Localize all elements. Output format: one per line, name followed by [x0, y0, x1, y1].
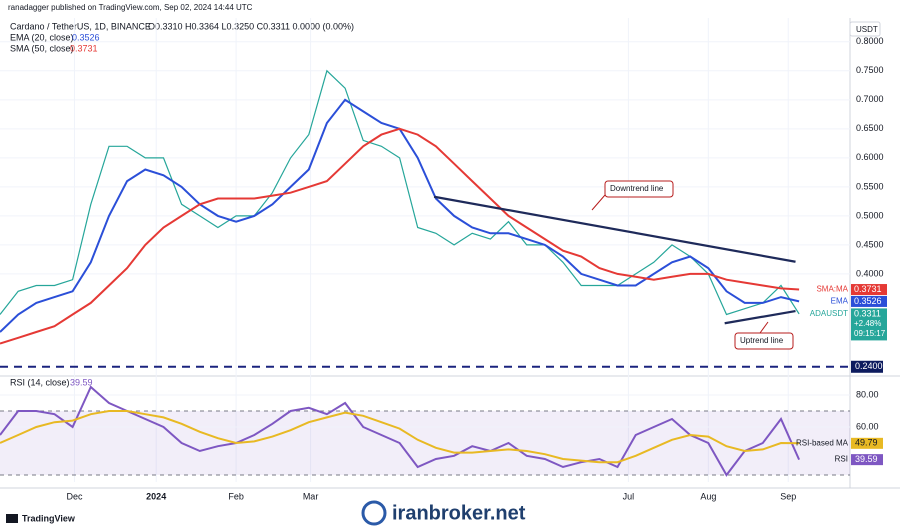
price-tag	[851, 454, 883, 466]
y-tick-label: 80.00	[856, 389, 879, 399]
y-tick-label: 0.6500	[856, 123, 884, 133]
publisher: ranadagger published on TradingView.com,…	[8, 3, 253, 12]
price-tag-value: 0.3526	[854, 296, 882, 306]
x-tick-label: Dec	[66, 491, 83, 501]
y-tick-label: 0.7000	[856, 94, 884, 104]
line-series	[0, 385, 801, 477]
price-tag	[851, 308, 887, 341]
pane-value: 39.59	[70, 377, 93, 387]
x-tick-label: Mar	[303, 491, 319, 501]
legend-value: 0.3526	[72, 32, 100, 42]
price-tag-name: SMA:MA	[816, 285, 848, 294]
annotation-box	[604, 180, 674, 198]
x-tick-label: Jul	[623, 491, 635, 501]
y-tick-label: 0.4500	[856, 239, 884, 249]
price-tag-value: 0.3311	[854, 308, 881, 318]
line-series	[0, 410, 800, 464]
currency-box	[849, 21, 881, 37]
annotation: Downtrend line	[610, 184, 664, 193]
y-tick-label: 0.4000	[856, 268, 884, 278]
price-tag	[851, 284, 887, 296]
price-tag	[851, 295, 887, 307]
price-tag-name: ADAUSDT	[810, 309, 848, 318]
x-tick-label: Aug	[700, 491, 716, 501]
price-tag-name: RSI-based MA	[796, 438, 849, 447]
footer-logo	[6, 514, 18, 523]
watermark-logo	[361, 500, 387, 526]
legend-entry: EMA (20, close)	[10, 32, 74, 42]
annotation-box	[734, 332, 794, 350]
y-tick-label: 60.00	[856, 421, 879, 431]
x-tick-label: Sep	[780, 491, 796, 501]
trendline	[433, 195, 796, 263]
y-tick-label: 0.7500	[856, 65, 884, 75]
price-tag-name: EMA	[831, 297, 849, 306]
y-tick-label: 0.5000	[856, 210, 884, 220]
price-tag-name: RSI	[835, 455, 848, 464]
ohlc: O0.3310 H0.3364 L0.3250 C0.3311 0.0000 (…	[148, 21, 354, 31]
x-tick-label: Feb	[228, 491, 244, 501]
annotation-arrow	[759, 321, 769, 334]
legend-entry: SMA (50, close)	[10, 43, 74, 53]
y-tick-label: 0.5500	[856, 181, 884, 191]
price-change: +2.48%	[854, 319, 881, 328]
price-tag-value: 0.3731	[854, 284, 882, 294]
x-tick-label: 2024	[146, 491, 166, 501]
footer-brand: TradingView	[22, 513, 76, 523]
level-tag	[851, 360, 883, 373]
pane-title: RSI (14, close)	[10, 377, 70, 387]
annotation-arrow	[591, 194, 606, 211]
price-tag-value: 39.59	[855, 454, 878, 464]
y-tick-label: 0.6000	[856, 152, 884, 162]
level-tag-label: 0.2400	[855, 361, 883, 371]
price-tag-value: 49.79	[855, 438, 878, 448]
watermark: iranbroker.net	[392, 502, 526, 524]
line-series	[0, 127, 800, 345]
countdown: 09:15:17	[854, 329, 886, 338]
legend-value: 0.3731	[70, 43, 98, 53]
y-tick-label: 0.8000	[856, 36, 884, 46]
annotation: Uptrend line	[740, 336, 784, 345]
currency: USDT	[856, 25, 878, 34]
symbol: Cardano / TetherUS, 1D, BINANCE	[10, 21, 151, 31]
trendline	[724, 309, 796, 325]
line-series	[0, 69, 800, 316]
price-tag	[851, 437, 883, 449]
